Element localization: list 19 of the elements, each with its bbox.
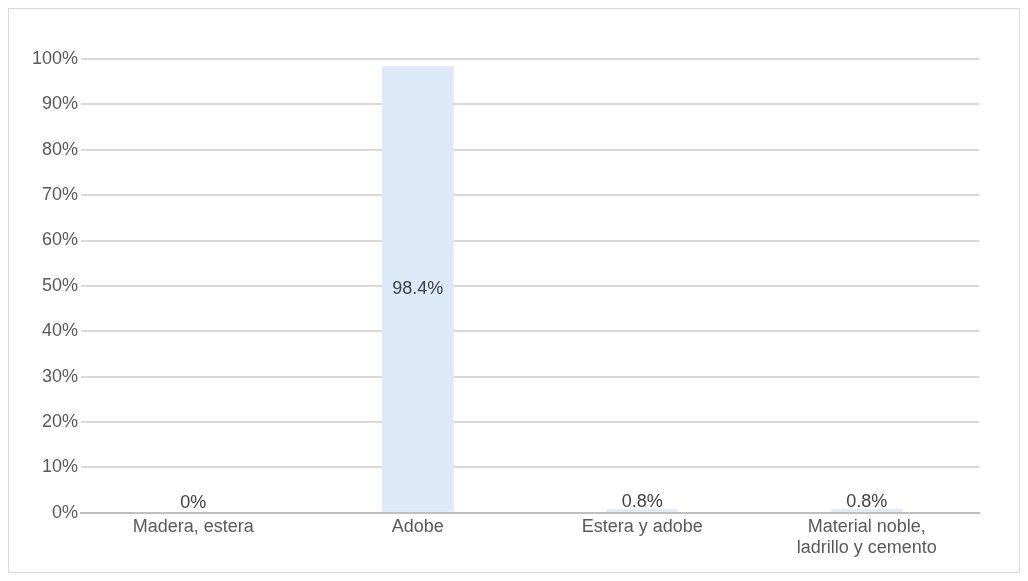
y-tick-label: 60% [42,229,79,250]
data-label: 0% [180,491,207,512]
data-label: 0.8% [846,490,888,511]
data-label: 0.8% [621,490,663,511]
y-tick-label: 30% [42,365,79,386]
y-tick-label: 70% [42,184,79,205]
x-tick-label: Material noble, ladrillo y cemento [796,515,937,558]
data-label: 98.4% [392,278,444,298]
y-tick-label: 40% [42,320,79,341]
x-tick-label: Madera, estera [132,515,255,536]
y-tick-label: 80% [42,138,79,159]
y-tick-label: 100% [31,47,79,68]
y-tick-label: 10% [42,456,79,477]
y-tick-label: 90% [42,93,79,114]
x-tick-label: Adobe [391,515,444,536]
y-tick-label: 0% [52,501,79,522]
x-tick-label: Estera y adobe [581,515,703,536]
y-tick-label: 20% [42,411,79,432]
y-tick-label: 50% [42,274,79,295]
